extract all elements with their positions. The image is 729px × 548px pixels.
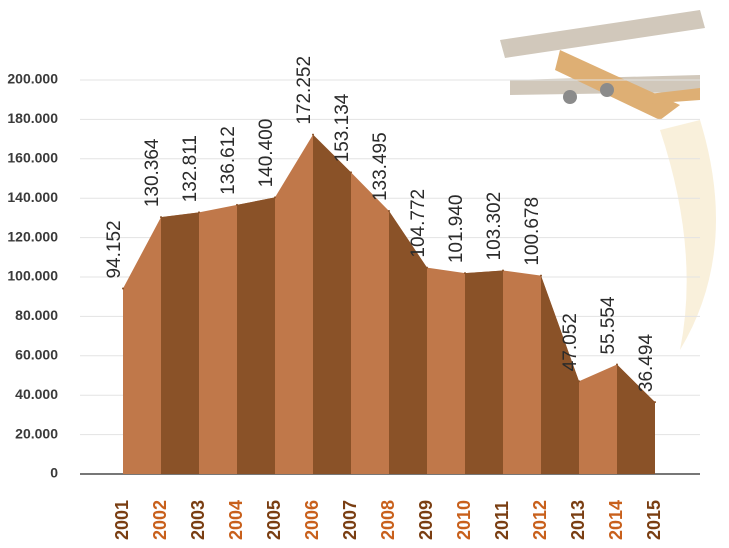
value-label: 100.678 [522, 197, 543, 266]
data-point [616, 364, 618, 366]
value-label: 172.252 [294, 56, 315, 125]
y-tick-label: 60.000 [15, 347, 58, 363]
x-tick-label: 2009 [416, 500, 436, 540]
value-label: 47.052 [560, 313, 581, 371]
x-tick-label: 2012 [530, 500, 550, 540]
data-point [578, 380, 580, 382]
airplane [500, 10, 705, 120]
data-point [160, 216, 162, 218]
area-band [465, 60, 503, 474]
value-label: 133.495 [370, 132, 391, 201]
value-label: 104.772 [408, 189, 429, 258]
swoosh [660, 120, 716, 350]
x-tick-label: 2006 [302, 500, 322, 540]
y-tick-label: 0 [50, 465, 58, 481]
x-tick-label: 2007 [340, 500, 360, 540]
value-label: 101.940 [446, 194, 467, 263]
data-point [426, 267, 428, 269]
value-label: 136.612 [218, 126, 239, 195]
y-tick-label: 120.000 [7, 228, 58, 244]
y-tick-label: 20.000 [15, 425, 58, 441]
y-tick-label: 80.000 [15, 307, 58, 323]
y-tick-label: 180.000 [7, 110, 58, 126]
area-band [161, 60, 199, 474]
x-tick-label: 2002 [150, 500, 170, 540]
y-tick-label: 40.000 [15, 386, 58, 402]
y-tick-label: 140.000 [7, 189, 58, 205]
value-label: 55.554 [598, 296, 619, 355]
x-tick-label: 2013 [568, 500, 588, 540]
data-point [350, 171, 352, 173]
x-tick-label: 2008 [378, 500, 398, 540]
x-tick-label: 2001 [112, 500, 132, 540]
x-tick-label: 2004 [226, 500, 246, 540]
value-label: 132.811 [180, 135, 201, 202]
area-band [389, 60, 427, 474]
y-tick-label: 100.000 [7, 268, 58, 284]
x-tick-label: 2014 [606, 500, 626, 540]
data-point [540, 275, 542, 277]
value-label: 153.134 [332, 93, 353, 162]
x-tick-label: 2003 [188, 500, 208, 540]
x-tick-label: 2015 [644, 500, 664, 540]
area-band [541, 60, 579, 474]
data-point [122, 288, 124, 290]
area-band [617, 60, 655, 474]
data-point [464, 272, 466, 274]
data-point [388, 210, 390, 212]
data-point [274, 196, 276, 198]
data-point [312, 134, 314, 136]
y-tick-label: 160.000 [7, 150, 58, 166]
value-label: 103.302 [484, 192, 505, 261]
y-tick-label: 200.000 [7, 71, 58, 87]
data-point [502, 269, 504, 271]
x-tick-label: 2005 [264, 500, 284, 540]
x-tick-label: 2010 [454, 500, 474, 540]
value-label: 94.152 [104, 220, 125, 278]
value-label: 140.400 [256, 119, 277, 188]
data-point [236, 204, 238, 206]
x-tick-label: 2011 [492, 501, 512, 540]
data-point [654, 401, 656, 403]
value-label: 130.364 [142, 138, 163, 207]
value-label: 36.494 [636, 334, 657, 393]
chart: 0 20.000 40.000 60.000 80.000 100.000 120.000 1… [0, 0, 729, 548]
data-point [198, 211, 200, 213]
